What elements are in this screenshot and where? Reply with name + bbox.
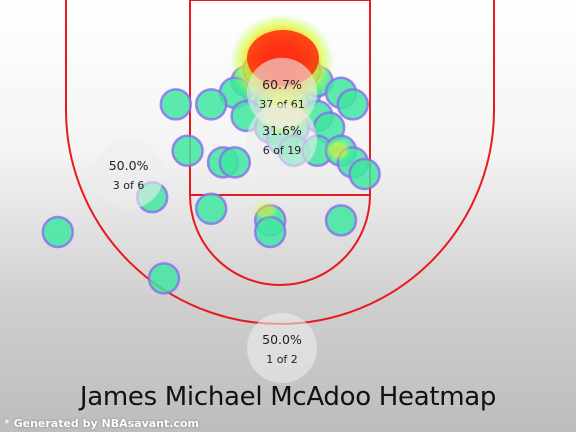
shot-marker: [348, 157, 381, 191]
zone-made-of: 1 of 2: [266, 353, 298, 366]
zone-percentage: 31.6%: [262, 123, 302, 138]
shot-marker: [324, 204, 358, 237]
free-throw-arc: [189, 194, 371, 286]
zone-percentage: 50.0%: [109, 158, 149, 173]
credit-text: * Generated by NBAsavant.com: [4, 417, 199, 430]
zone-circle: [247, 104, 317, 175]
shot-markers: [41, 53, 381, 295]
zone-made-of: 6 of 19: [263, 144, 302, 157]
shot-marker: [253, 215, 287, 249]
zone-percentage: 50.0%: [262, 332, 302, 347]
shot-marker: [218, 146, 252, 179]
shot-marker: [159, 88, 193, 121]
shot-marker: [41, 215, 75, 249]
zone-percentage: 60.7%: [262, 77, 302, 92]
shot-marker: [147, 262, 181, 295]
zone-made-of: 3 of 6: [113, 179, 145, 192]
shot-marker: [194, 192, 228, 226]
zone-circle: [247, 313, 317, 383]
shot-marker: [336, 88, 370, 121]
shot-marker: [194, 88, 228, 121]
heat-hotspot-left: [251, 200, 279, 220]
chart-title: James Michael McAdoo Heatmap: [79, 382, 497, 412]
zone-circle: [93, 139, 164, 209]
heat-hotspot-right: [324, 138, 352, 162]
shot-marker: [171, 134, 204, 168]
